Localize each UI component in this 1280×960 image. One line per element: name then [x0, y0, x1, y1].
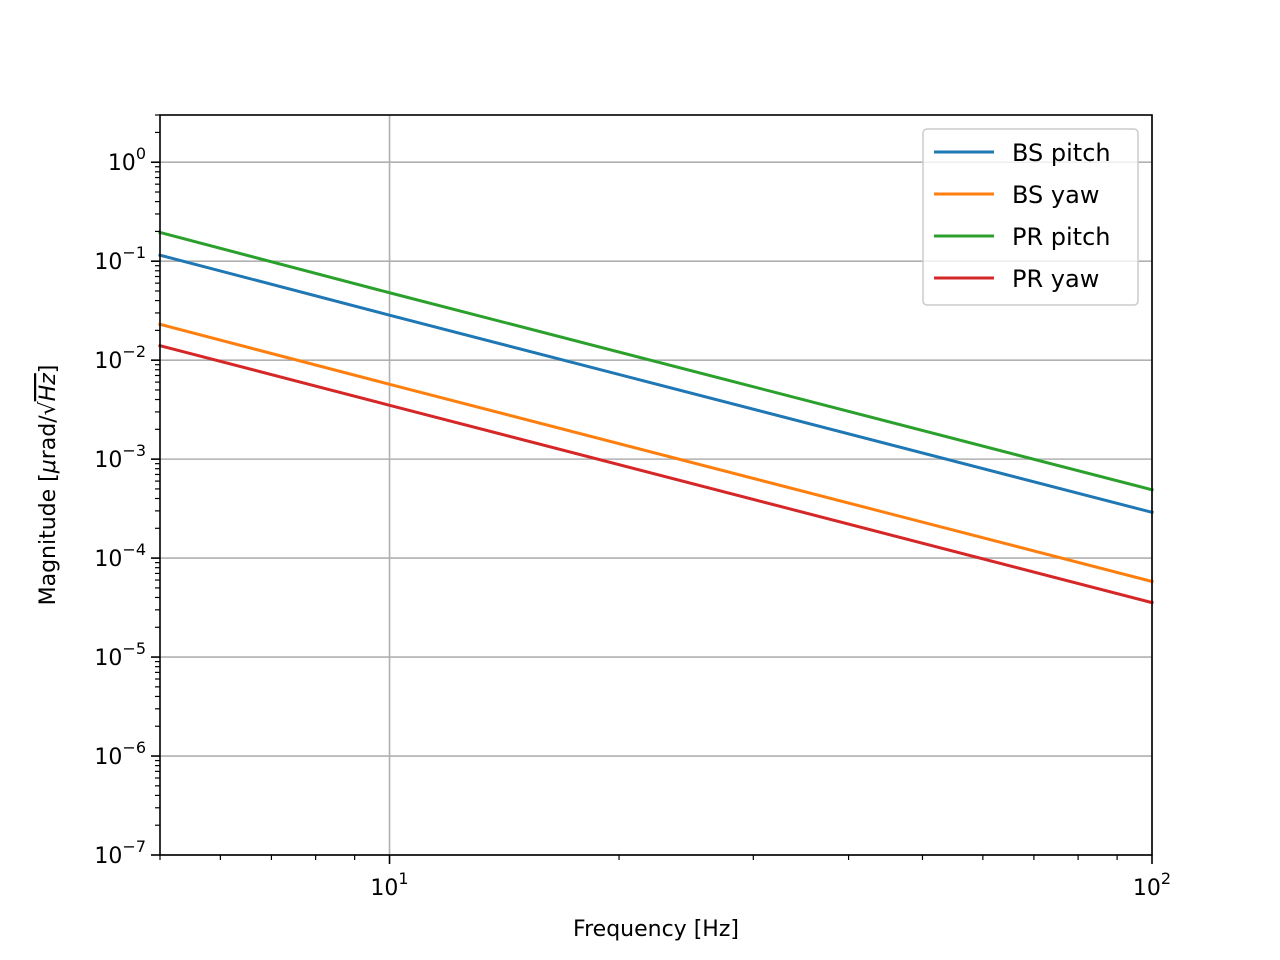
- series-line-bs-pitch: [158, 253, 1154, 515]
- x-tick-label: 101: [370, 869, 408, 901]
- y-tick-label: 100: [108, 144, 146, 176]
- y-axis-label: Magnitude [μrad/√Hz]: [36, 365, 61, 606]
- axis-ticks: [151, 114, 1153, 864]
- y-tick-label: 10−5: [94, 639, 146, 671]
- x-tick-label: 102: [1133, 869, 1171, 901]
- legend-label-bs-pitch: BS pitch: [1012, 139, 1111, 167]
- y-tick-label: 10−4: [94, 540, 146, 572]
- y-tick-label: 10−2: [94, 342, 146, 374]
- legend-label-bs-yaw: BS yaw: [1012, 181, 1099, 209]
- y-axis-label-prefix: Magnitude [: [36, 473, 61, 605]
- y-tick-label: 10−6: [94, 738, 146, 770]
- legend: BS pitch BS yaw PR pitch PR yaw: [922, 128, 1139, 306]
- y-tick-label: 10−7: [94, 837, 146, 869]
- x-axis-label: Frequency [Hz]: [573, 917, 739, 942]
- series-line-pr-pitch: [158, 230, 1154, 492]
- series-line-pr-yaw: [158, 343, 1154, 605]
- legend-label-pr-yaw: PR yaw: [1012, 265, 1099, 293]
- svg-text:Magnitude [μrad/√Hz]: Magnitude [μrad/√Hz]: [36, 365, 61, 606]
- y-tick-label: 10−1: [94, 243, 146, 275]
- sqrt-symbol: √: [36, 400, 61, 415]
- legend-label-pr-pitch: PR pitch: [1012, 223, 1111, 251]
- y-axis-label-suffix: ]: [36, 365, 61, 374]
- y-axis-label-mu: μ: [36, 459, 61, 474]
- legend-box: [922, 128, 1139, 306]
- series-line-bs-yaw: [158, 322, 1154, 584]
- y-tick-label: 10−3: [94, 441, 146, 473]
- y-axis-label-sqrt-arg: Hz: [36, 373, 61, 402]
- series-lines: [158, 230, 1154, 605]
- y-axis-label-unit: rad/: [36, 415, 61, 459]
- tick-labels: 101 102 100 10−1 10−2 10−3 10−4 10−5 10−6 10−7: [94, 144, 1171, 901]
- plot-frame: [159, 114, 1153, 856]
